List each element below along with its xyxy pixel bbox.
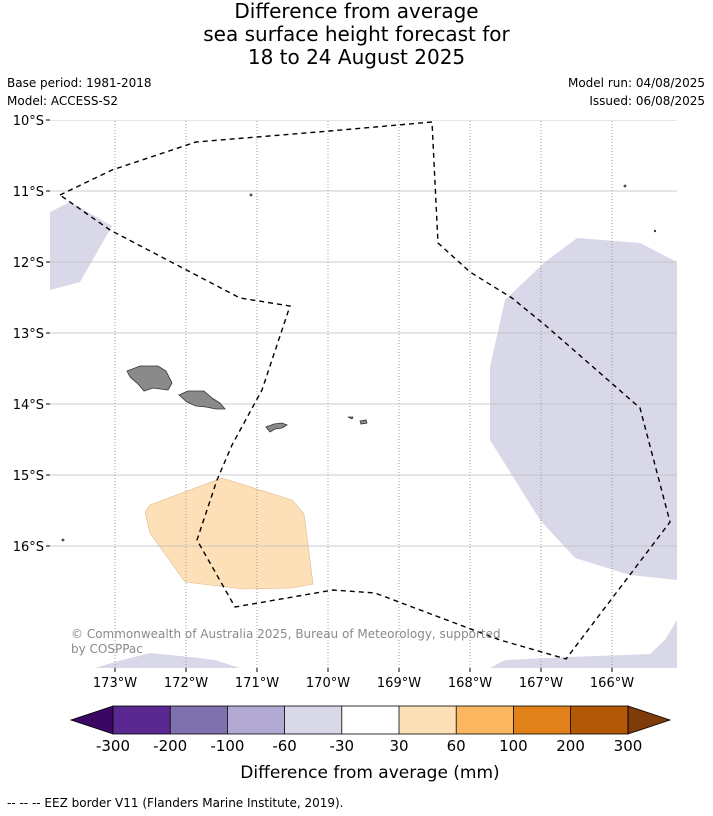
eez-border <box>59 121 671 660</box>
colorbar-tick: 100 <box>499 737 528 755</box>
lon-label: 167°W <box>519 676 563 691</box>
lon-label: 169°W <box>377 676 421 691</box>
lon-label: 168°W <box>448 676 492 691</box>
longitude-labels: 173°W 172°W 171°W 170°W 169°W 168°W 167°… <box>93 668 634 691</box>
run-info: Model run: 04/08/2025 Issued: 06/08/2025 <box>568 74 705 110</box>
lon-label: 172°W <box>164 676 208 691</box>
title-line-3: 18 to 24 August 2025 <box>247 45 466 69</box>
copyright-text: © Commonwealth of Australia 2025, Bureau… <box>71 627 501 641</box>
lat-label: 13°S <box>13 327 44 342</box>
lon-label: 173°W <box>93 676 137 691</box>
lat-label: 15°S <box>13 469 44 484</box>
samoa-islands <box>61 184 657 542</box>
issued-date: Issued: 06/08/2025 <box>589 94 705 108</box>
colorbar-segment <box>341 706 399 734</box>
colorbar-title: Difference from average (mm) <box>240 763 499 783</box>
colorbar: -300 -200 -100 -60 -30 30 60 100 200 300… <box>69 705 672 783</box>
eez-footnote: -- -- -- EEZ border V11 (Flanders Marine… <box>7 796 344 810</box>
colorbar-tick: 200 <box>556 737 585 755</box>
model-name: Model: ACCESS-S2 <box>7 94 119 108</box>
chart-title: Difference from average sea surface heig… <box>0 0 713 69</box>
colorbar-segment <box>284 706 342 734</box>
lat-label: 10°S <box>13 114 44 129</box>
lat-label: 11°S <box>13 185 44 200</box>
colorbar-tick: -30 <box>330 737 355 755</box>
negative-anomaly-south-east <box>490 620 677 668</box>
colorbar-segment <box>513 706 571 734</box>
base-period: Base period: 1981-2018 <box>7 76 152 90</box>
colorbar-tick: 300 <box>614 737 643 755</box>
lat-label: 14°S <box>13 398 44 413</box>
savaii-island <box>126 365 173 392</box>
colorbar-segment <box>227 706 285 734</box>
colorbar-tick: -100 <box>210 737 244 755</box>
lon-label: 166°W <box>590 676 634 691</box>
copyright-text-line2: by COSPPac <box>71 642 143 656</box>
colorbar-segment <box>113 706 171 734</box>
colorbar-tick: 30 <box>389 737 408 755</box>
colorbar-segment <box>456 706 514 734</box>
model-run: Model run: 04/08/2025 <box>567 76 705 90</box>
lon-label: 171°W <box>235 676 279 691</box>
upolu-island <box>178 390 226 410</box>
lon-label: 170°W <box>306 676 350 691</box>
latitude-labels: 10°S 11°S 12°S 13°S 14°S 15°S 16°S <box>13 114 50 555</box>
manua-island-2 <box>359 419 368 425</box>
tutuila-island <box>265 422 288 433</box>
colorbar-tick: 60 <box>447 737 466 755</box>
title-line-1: Difference from average <box>234 0 479 23</box>
lat-label: 12°S <box>13 256 44 271</box>
model-info: Base period: 1981-2018 Model: ACCESS-S2 <box>7 74 152 110</box>
islet-3 <box>653 229 657 233</box>
colorbar-extend-low <box>69 705 114 735</box>
colorbar-tick: -60 <box>272 737 297 755</box>
negative-anomaly-south-west <box>95 653 240 668</box>
lat-label: 16°S <box>13 540 44 555</box>
latitude-gridlines <box>50 120 677 547</box>
colorbar-extend-high <box>627 705 672 735</box>
colorbar-tick: -300 <box>96 737 130 755</box>
islet-2 <box>623 184 627 188</box>
colorbar-segment <box>399 706 457 734</box>
colorbar-segment <box>570 706 628 734</box>
title-line-2: sea surface height forecast for <box>203 22 510 46</box>
positive-anomaly <box>144 477 314 590</box>
negative-anomaly-west <box>50 202 112 290</box>
islet-4 <box>61 538 65 542</box>
manua-island-1 <box>347 416 354 420</box>
negative-anomaly-east <box>490 238 677 580</box>
islet-1 <box>249 193 253 197</box>
colorbar-segment <box>170 706 228 734</box>
colorbar-tick: -200 <box>153 737 187 755</box>
